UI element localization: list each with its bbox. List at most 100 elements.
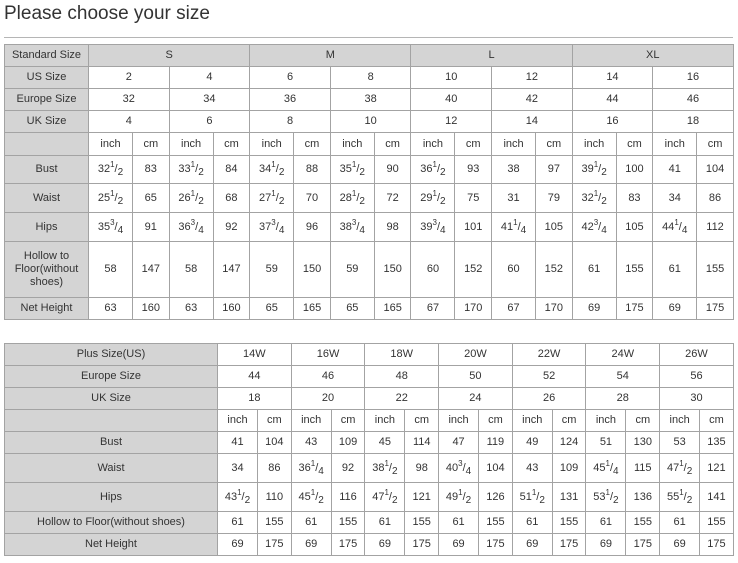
standard-size-table: Standard Size S M L XL US Size 2 4 6 8 10 12 14 16 Eur… <box>4 44 734 320</box>
cm-value: 175 <box>551 533 587 556</box>
size-cell: 12 <box>491 66 573 89</box>
cm-value: 165 <box>373 297 412 320</box>
row-label: Bust <box>4 155 89 184</box>
row-label: Hips <box>4 482 218 512</box>
unit-header-cm: cm <box>212 132 251 156</box>
cm-value: 109 <box>551 453 587 483</box>
inch-value: 361/4 <box>290 453 332 483</box>
unit-header-inch: inch <box>290 409 332 432</box>
inch-value: 59 <box>329 241 375 298</box>
cm-value: 104 <box>478 453 513 483</box>
size-cell: 16 <box>571 110 654 133</box>
cm-value: 101 <box>454 212 493 242</box>
row-label: UK Size <box>4 387 218 410</box>
cm-value: 147 <box>212 241 251 298</box>
unit-header-inch: inch <box>438 409 480 432</box>
cm-value: 155 <box>551 511 587 534</box>
cm-value: 155 <box>699 511 734 534</box>
unit-header-inch: inch <box>652 132 698 156</box>
unit-header-cm: cm <box>404 409 440 432</box>
cm-value: 121 <box>699 453 734 483</box>
row-label: UK Size <box>4 110 89 133</box>
inch-value: 43 <box>511 453 553 483</box>
inch-value: 451/2 <box>290 482 332 512</box>
cm-value: 175 <box>625 533 661 556</box>
row-bust: Bust 41 104 43 109 45 114 47 119 49 124 51 130 53 135 <box>4 431 734 454</box>
cm-value: 105 <box>535 212 573 242</box>
cm-value: 155 <box>478 511 513 534</box>
inch-value: 321/2 <box>571 183 617 213</box>
size-cell: 20W <box>438 343 513 366</box>
inch-value: 61 <box>438 511 480 534</box>
cm-value: 86 <box>257 453 292 483</box>
inch-value: 67 <box>491 297 537 320</box>
cm-value: 155 <box>330 511 366 534</box>
inch-value: 451/4 <box>585 453 627 483</box>
inch-value: 60 <box>410 241 456 298</box>
row-units: inch cm inch cm inch cm inch cm inch cm inch cm inch… <box>4 409 734 432</box>
size-cell: 22 <box>364 387 440 410</box>
cm-value: 115 <box>625 453 661 483</box>
row-net-height: Net Height 69 175 69 175 69 175 69 175 69 175 69 175… <box>4 533 734 556</box>
unit-header-cm: cm <box>625 409 661 432</box>
cm-value: 90 <box>373 155 412 184</box>
inch-value: 61 <box>290 511 332 534</box>
inch-value: 67 <box>410 297 456 320</box>
size-cell: 6 <box>249 66 331 89</box>
unit-header-cm: cm <box>615 132 654 156</box>
cm-value: 105 <box>615 212 654 242</box>
inch-value: 45 <box>364 431 406 454</box>
inch-value: 69 <box>511 533 553 556</box>
cm-value: 155 <box>696 241 734 298</box>
unit-header-inch: inch <box>571 132 617 156</box>
inch-value: 551/2 <box>659 482 701 512</box>
cm-value: 121 <box>404 482 440 512</box>
unit-header-inch: inch <box>88 132 133 156</box>
cm-value: 130 <box>625 431 661 454</box>
inch-value: 69 <box>571 297 617 320</box>
cm-value: 155 <box>404 511 440 534</box>
inch-value: 59 <box>249 241 295 298</box>
inch-value: 49 <box>511 431 553 454</box>
size-cell: 54 <box>585 365 661 388</box>
row-waist: Waist 251/2 65 261/2 68 271/2 70 281/2 72 291/2 75… <box>4 183 734 213</box>
size-cell: 32 <box>88 88 170 111</box>
cm-value: 110 <box>257 482 292 512</box>
size-cell: 38 <box>329 88 412 111</box>
row-label <box>4 132 89 156</box>
row-net-height: Net Height 63 160 63 160 65 165 65 165 67 170 67 170… <box>4 297 734 320</box>
size-cell: 56 <box>659 365 734 388</box>
cm-value: 175 <box>330 533 366 556</box>
size-cell: 50 <box>438 365 513 388</box>
size-cell: 24 <box>438 387 513 410</box>
cm-value: 170 <box>535 297 573 320</box>
size-cell: 8 <box>249 110 331 133</box>
size-cell: 18 <box>217 387 292 410</box>
size-cell: 14W <box>217 343 292 366</box>
inch-value: 411/4 <box>491 212 537 242</box>
inch-value: 69 <box>438 533 480 556</box>
unit-header-cm: cm <box>551 409 587 432</box>
cm-value: 160 <box>212 297 251 320</box>
inch-value: 321/2 <box>88 155 133 184</box>
row-hollow-to-floor-without-shoes: Hollow to Floor(without shoes) 58 147 58 147… <box>4 241 734 298</box>
cm-value: 126 <box>478 482 513 512</box>
size-cell: 4 <box>88 110 170 133</box>
divider <box>4 37 733 38</box>
inch-value: 63 <box>168 297 214 320</box>
inch-value: 34 <box>652 183 698 213</box>
cm-value: 72 <box>373 183 412 213</box>
cm-value: 114 <box>404 431 440 454</box>
row-label: Waist <box>4 453 218 483</box>
cm-value: 92 <box>212 212 251 242</box>
size-cell: 42 <box>491 88 573 111</box>
unit-header-cm: cm <box>535 132 573 156</box>
inch-value: 341/2 <box>249 155 295 184</box>
row-uk-size: UK Size 4 6 8 10 12 14 16 18 <box>4 110 734 133</box>
size-cell: 10 <box>329 110 412 133</box>
cm-value: 152 <box>454 241 493 298</box>
inch-value: 65 <box>329 297 375 320</box>
inch-value: 363/4 <box>168 212 214 242</box>
size-cell: 44 <box>217 365 292 388</box>
unit-header-cm: cm <box>699 409 734 432</box>
